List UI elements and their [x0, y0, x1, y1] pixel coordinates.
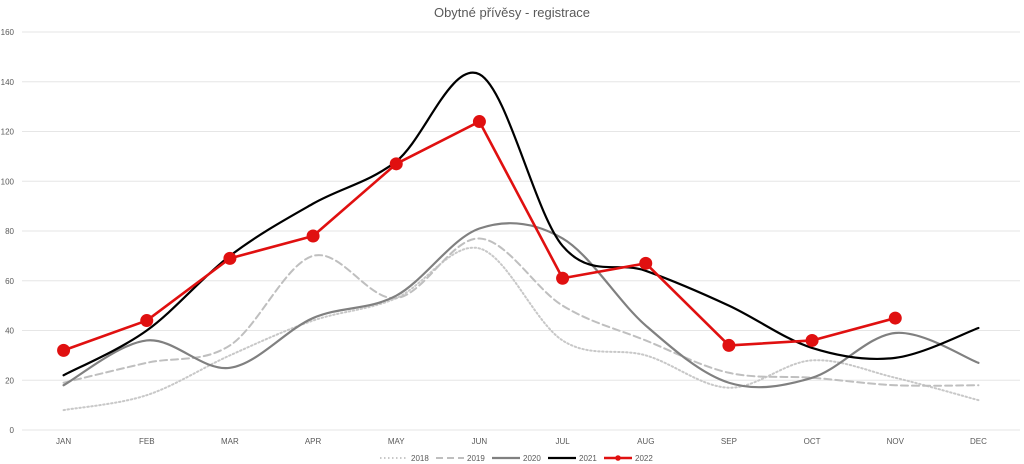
series-2020: [62, 222, 980, 389]
data-point: [888, 311, 902, 325]
y-tick-label: 100: [1, 177, 15, 186]
y-tick-label: 120: [1, 128, 15, 137]
y-tick-label: 40: [5, 327, 14, 336]
legend-label: 2018: [411, 454, 429, 463]
series-line: [62, 222, 980, 389]
legend: 2018 2019 2020 2021 2022: [380, 454, 653, 463]
legend-label: 2020: [523, 454, 541, 463]
x-tick-label: MAY: [388, 437, 405, 446]
data-point: [306, 229, 320, 243]
x-tick-label: OCT: [804, 437, 821, 446]
legend-item: 2021: [548, 454, 597, 463]
x-tick-label: JUL: [555, 437, 570, 446]
series-2022: [57, 115, 902, 357]
data-point: [57, 343, 71, 357]
series-2018: [62, 246, 980, 412]
data-point: [140, 314, 154, 328]
y-tick-label: 160: [1, 28, 15, 37]
data-point: [639, 256, 653, 270]
x-tick-label: AUG: [637, 437, 654, 446]
legend-item: 2019: [436, 454, 485, 463]
legend-item: 2018: [380, 454, 429, 463]
data-point: [223, 251, 237, 265]
y-tick-label: 140: [1, 78, 15, 87]
x-tick-label: MAR: [221, 437, 239, 446]
x-tick-label: JAN: [56, 437, 71, 446]
data-point: [556, 271, 570, 285]
data-point: [722, 338, 736, 352]
x-tick-label: SEP: [721, 437, 737, 446]
y-tick-label: 80: [5, 227, 14, 236]
y-tick-label: 0: [10, 426, 15, 435]
x-tick-label: FEB: [139, 437, 155, 446]
y-tick-label: 20: [5, 376, 14, 385]
legend-marker: [615, 455, 621, 461]
legend-label: 2019: [467, 454, 485, 463]
data-point: [389, 157, 403, 171]
x-tick-label: JUN: [472, 437, 488, 446]
legend-item: 2022: [604, 454, 653, 463]
data-point: [805, 333, 819, 347]
legend-label: 2021: [579, 454, 597, 463]
chart-title: Obytné přívěsy - registrace: [434, 5, 590, 20]
y-tick-label: 60: [5, 277, 14, 286]
series-line: [62, 246, 980, 412]
legend-item: 2020: [492, 454, 541, 463]
x-tick-label: NOV: [887, 437, 905, 446]
legend-label: 2022: [635, 454, 653, 463]
x-tick-label: DEC: [970, 437, 987, 446]
data-point: [472, 115, 486, 129]
x-tick-label: APR: [305, 437, 322, 446]
series-line: [62, 120, 897, 352]
